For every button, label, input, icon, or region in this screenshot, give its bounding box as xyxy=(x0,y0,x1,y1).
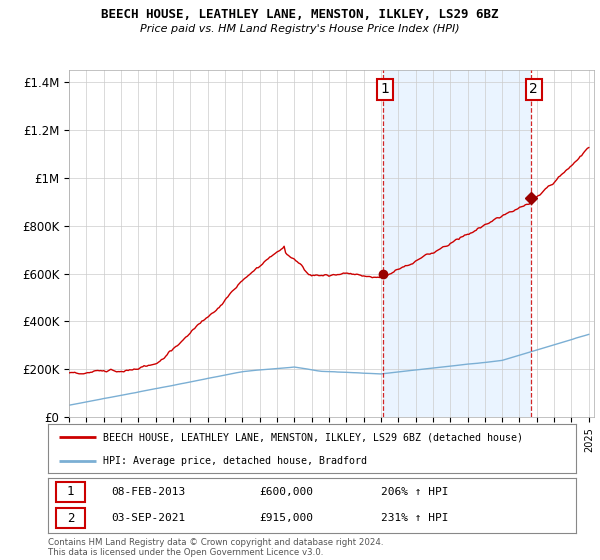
Text: 1: 1 xyxy=(381,82,389,96)
Text: Price paid vs. HM Land Registry's House Price Index (HPI): Price paid vs. HM Land Registry's House … xyxy=(140,24,460,34)
Text: £915,000: £915,000 xyxy=(259,514,313,523)
Text: BEECH HOUSE, LEATHLEY LANE, MENSTON, ILKLEY, LS29 6BZ (detached house): BEECH HOUSE, LEATHLEY LANE, MENSTON, ILK… xyxy=(103,432,523,442)
Text: 231% ↑ HPI: 231% ↑ HPI xyxy=(380,514,448,523)
FancyBboxPatch shape xyxy=(56,508,85,528)
FancyBboxPatch shape xyxy=(56,482,85,502)
Text: £600,000: £600,000 xyxy=(259,487,313,497)
Text: 03-SEP-2021: 03-SEP-2021 xyxy=(112,514,185,523)
Text: 08-FEB-2013: 08-FEB-2013 xyxy=(112,487,185,497)
Text: 2: 2 xyxy=(67,512,74,525)
Text: BEECH HOUSE, LEATHLEY LANE, MENSTON, ILKLEY, LS29 6BZ: BEECH HOUSE, LEATHLEY LANE, MENSTON, ILK… xyxy=(101,8,499,21)
Bar xyxy=(383,70,531,417)
Text: 206% ↑ HPI: 206% ↑ HPI xyxy=(380,487,448,497)
Text: 1: 1 xyxy=(67,485,74,498)
Text: 2: 2 xyxy=(529,82,538,96)
Text: HPI: Average price, detached house, Bradford: HPI: Average price, detached house, Brad… xyxy=(103,456,367,466)
Text: Contains HM Land Registry data © Crown copyright and database right 2024.: Contains HM Land Registry data © Crown c… xyxy=(48,538,383,547)
Text: This data is licensed under the Open Government Licence v3.0.: This data is licensed under the Open Gov… xyxy=(48,548,323,557)
